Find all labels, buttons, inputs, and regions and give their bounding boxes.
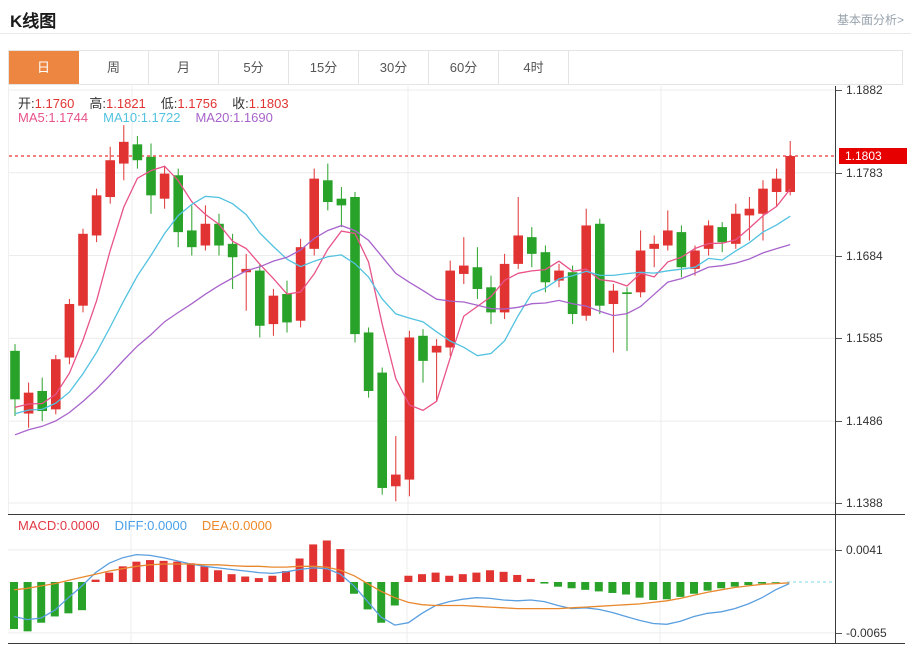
ohlc-readout: 开:1.1760 高:1.1821 低:1.1756 收:1.1803 xyxy=(18,93,289,112)
price-tick-4-tick xyxy=(836,421,842,422)
ma-item-0: MA5:1.1744 xyxy=(18,110,89,125)
macd-chart xyxy=(8,514,835,643)
price-tick-4: 1.1486 xyxy=(846,414,883,428)
ohlc-item-0: 开:1.1760 xyxy=(18,96,75,111)
ma5-line xyxy=(14,165,791,412)
fundamental-analysis-link[interactable]: 基本面分析> xyxy=(836,13,904,27)
price-axis-line xyxy=(835,86,836,643)
ma-item-2: MA20:1.1690 xyxy=(195,110,273,125)
interval-tabs: 日周月 5分 15分 30分 60分 4时 xyxy=(8,50,903,85)
price-tick-3-tick xyxy=(836,338,842,339)
page-title: K线图 xyxy=(10,12,57,31)
tab-1[interactable]: 周 xyxy=(79,51,149,84)
ohlc-item-1: 高:1.1821 xyxy=(89,96,146,111)
price-tick-1: 1.1783 xyxy=(846,166,883,180)
price-tick-2: 1.1684 xyxy=(846,249,883,263)
ohlc-item-2: 低:1.1756 xyxy=(160,96,218,111)
dea-line xyxy=(13,563,790,610)
price-tick-3: 1.1585 xyxy=(846,331,883,345)
candlestick-chart xyxy=(9,86,836,514)
ohlc-item-3: 收:1.1803 xyxy=(232,96,289,111)
price-tick-0: 1.1882 xyxy=(846,83,883,97)
price-tick-5-tick xyxy=(836,503,842,504)
tab-4[interactable]: 15分 xyxy=(289,51,359,84)
header-divider xyxy=(0,33,911,34)
candlestick-pane[interactable] xyxy=(8,86,836,514)
ma-readout: MA5:1.1744 MA10:1.1722 MA20:1.1690 xyxy=(18,110,273,125)
macd-bars xyxy=(10,540,780,632)
ma10-line xyxy=(14,195,791,415)
macd-readout: MACD:0.0000 DIFF:0.0000 DEA:0.0000 xyxy=(18,518,272,533)
macd-item-2: DEA:0.0000 xyxy=(201,518,273,533)
price-tick-2-tick xyxy=(836,256,842,257)
macd-pane[interactable] xyxy=(8,514,835,643)
price-tick-0-tick xyxy=(836,90,842,91)
macd-tick-0-tick xyxy=(836,550,842,551)
tab-7[interactable]: 4时 xyxy=(499,51,569,84)
tab-5[interactable]: 30分 xyxy=(359,51,429,84)
last-price-badge: 1.1803 xyxy=(839,148,907,164)
tabbar-filler xyxy=(569,51,902,84)
diff-line xyxy=(13,553,790,626)
macd-tick-1-tick xyxy=(836,633,842,634)
tab-2[interactable]: 月 xyxy=(149,51,219,84)
price-tick-1-tick xyxy=(836,173,842,174)
macd-tick-0: 0.0041 xyxy=(846,543,883,557)
ma-item-1: MA10:1.1722 xyxy=(103,110,181,125)
macd-tick-1: -0.0065 xyxy=(846,626,887,640)
tab-3[interactable]: 5分 xyxy=(219,51,289,84)
price-tick-5: 1.1388 xyxy=(846,496,883,510)
candles xyxy=(10,125,795,502)
chart-area: 开:1.1760 高:1.1821 低:1.1756 收:1.1803 MA5:1.1… xyxy=(8,83,907,644)
tab-6[interactable]: 60分 xyxy=(429,51,499,84)
ma20-line xyxy=(14,224,791,436)
macd-item-1: DIFF:0.0000 xyxy=(114,518,187,533)
tab-0[interactable]: 日 xyxy=(9,51,79,84)
pane-separator xyxy=(8,514,905,515)
macd-item-0: MACD:0.0000 xyxy=(18,518,100,533)
